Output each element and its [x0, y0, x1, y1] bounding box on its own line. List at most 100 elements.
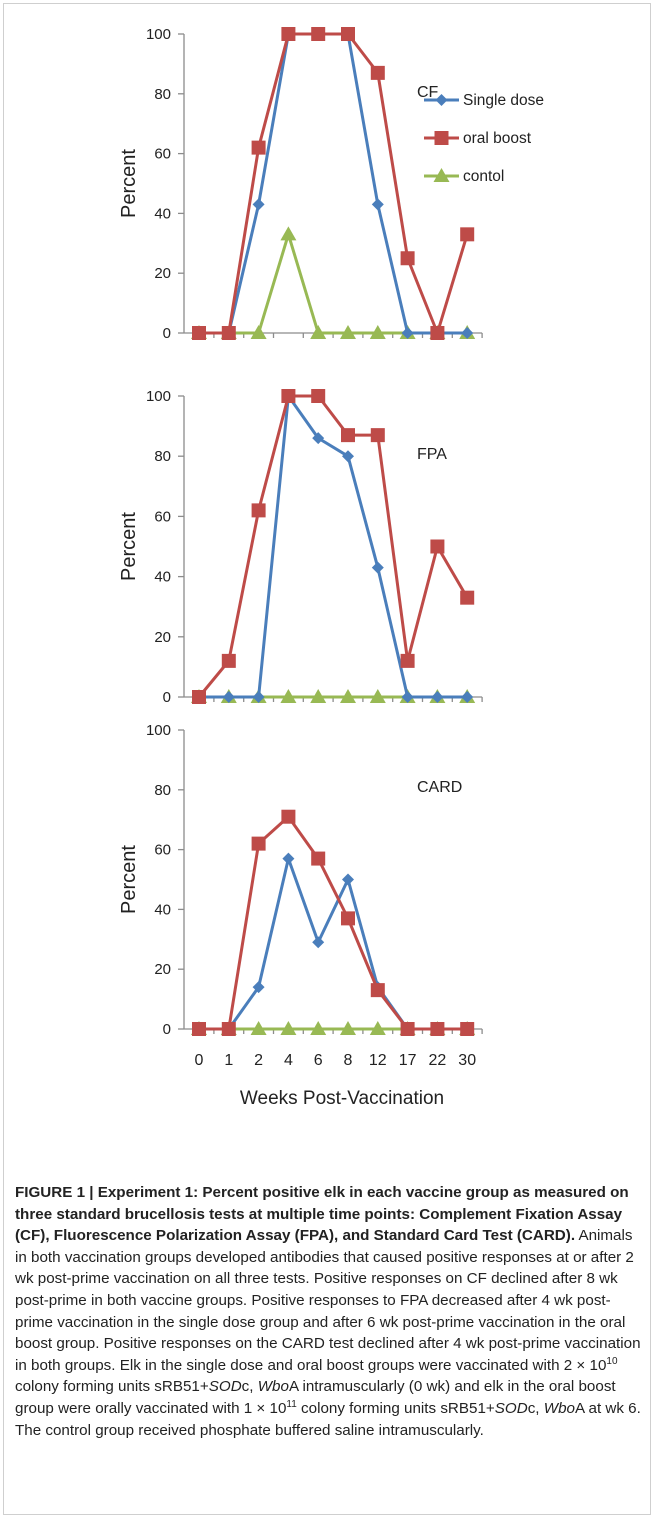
y-tick-label: 80 — [154, 86, 171, 103]
data-point — [370, 428, 385, 443]
data-point — [400, 653, 415, 668]
data-point — [370, 983, 385, 998]
data-point — [251, 836, 266, 851]
x-axis-title: Weeks Post-Vaccination — [240, 1088, 444, 1109]
data-point — [460, 1022, 475, 1036]
caption-text: colony forming units sRB51+ — [15, 1378, 209, 1396]
panel-title: FPA — [417, 446, 447, 463]
y-axis-title: Percent — [118, 845, 140, 914]
y-tick-label: 20 — [154, 265, 171, 282]
data-point — [281, 389, 296, 403]
caption-text: A intramuscularly (0 wk) and elk in the … — [15, 1378, 616, 1417]
caption-text: c, — [241, 1378, 258, 1396]
data-point — [250, 1021, 267, 1035]
data-point — [341, 911, 355, 926]
figure-frame: 0 20 40 60 80 100 Percent CF Single dose oral boo… — [3, 3, 651, 1515]
data-point — [280, 226, 297, 241]
data-point — [310, 689, 327, 703]
data-point — [221, 1022, 236, 1036]
series-line — [199, 815, 468, 1031]
y-tick-label: 20 — [154, 961, 171, 978]
data-point — [192, 1022, 206, 1036]
data-point — [340, 325, 356, 339]
data-point — [430, 1022, 445, 1036]
panel-title: CF — [417, 84, 439, 101]
x-tick-label: 17 — [399, 1052, 417, 1069]
series-line — [197, 394, 469, 698]
data-point — [252, 691, 265, 703]
data-point — [431, 691, 444, 703]
data-point — [461, 691, 474, 703]
legend-label: Single dose — [463, 92, 544, 109]
data-point — [342, 450, 354, 463]
data-point — [340, 689, 356, 703]
y-tick-label: 20 — [154, 629, 171, 646]
data-point — [311, 27, 326, 41]
x-tick-label: 0 — [195, 1052, 204, 1069]
data-point — [281, 27, 296, 41]
caption-title: FIGURE 1 | Experiment 1: Percent positiv… — [15, 1184, 629, 1245]
series-line — [199, 857, 468, 1031]
y-tick-label: 60 — [154, 146, 171, 163]
series-line — [199, 394, 468, 699]
x-tick-label: 22 — [429, 1052, 447, 1069]
panel-title: CARD — [417, 779, 462, 796]
data-point — [341, 428, 355, 443]
data-point — [342, 873, 354, 886]
legend-swatch-marker — [435, 94, 448, 106]
y-tick-label: 80 — [154, 448, 171, 465]
caption-text: A at wk 6. The control group received ph… — [15, 1399, 641, 1439]
y-tick-label: 60 — [154, 842, 171, 859]
caption-gene: Wbo — [543, 1399, 575, 1417]
x-tick-label: 4 — [284, 1052, 293, 1069]
y-axis-title: Percent — [118, 149, 140, 218]
series-line — [199, 32, 469, 335]
x-tick-label: 2 — [254, 1052, 263, 1069]
x-tick-label: 8 — [344, 1052, 353, 1069]
caption-text: colony forming units sRB51+ — [296, 1399, 495, 1417]
data-point — [401, 327, 414, 339]
chart-panel-fpa: 0 20 40 60 80 100 Percent FPA — [118, 388, 483, 706]
data-point — [251, 140, 266, 155]
x-tick-label: 6 — [314, 1052, 323, 1069]
data-point — [252, 198, 265, 211]
caption-exponent: 10 — [606, 1355, 618, 1367]
data-point — [280, 689, 297, 703]
data-point — [430, 326, 445, 340]
chart-panel-cf: 0 20 40 60 80 100 Percent CF Single dose oral boo… — [118, 26, 544, 342]
y-tick-label: 60 — [154, 508, 171, 525]
data-point — [400, 1022, 415, 1036]
data-point — [250, 325, 267, 339]
data-point — [369, 689, 386, 703]
data-point — [192, 326, 206, 340]
data-point — [369, 1021, 386, 1035]
y-tick-label: 80 — [154, 782, 171, 799]
data-point — [341, 27, 355, 41]
data-point — [310, 1021, 327, 1035]
y-tick-label: 100 — [146, 722, 171, 739]
legend: Single dose oral boost contol — [424, 92, 544, 185]
caption-text: Animals in both vaccination groups devel… — [15, 1227, 641, 1374]
legend-label: oral boost — [463, 130, 532, 147]
data-point — [251, 503, 266, 518]
series-line — [199, 32, 468, 335]
data-point — [460, 590, 475, 605]
data-point — [370, 65, 385, 80]
y-tick-label: 0 — [163, 325, 171, 342]
y-tick-label: 100 — [146, 388, 171, 405]
data-point — [340, 1021, 356, 1035]
y-tick-label: 40 — [154, 569, 171, 586]
x-tick-label: 12 — [369, 1052, 387, 1069]
data-point — [311, 389, 326, 403]
caption-gene: SOD — [494, 1399, 528, 1417]
y-tick-label: 100 — [146, 26, 171, 43]
data-point — [310, 325, 327, 339]
caption-text: c, — [527, 1399, 544, 1417]
data-point — [192, 690, 206, 704]
data-point — [252, 981, 265, 994]
data-point — [221, 653, 236, 668]
caption-exponent: 11 — [286, 1398, 297, 1410]
data-point — [281, 809, 296, 824]
y-tick-label: 0 — [163, 1021, 171, 1038]
